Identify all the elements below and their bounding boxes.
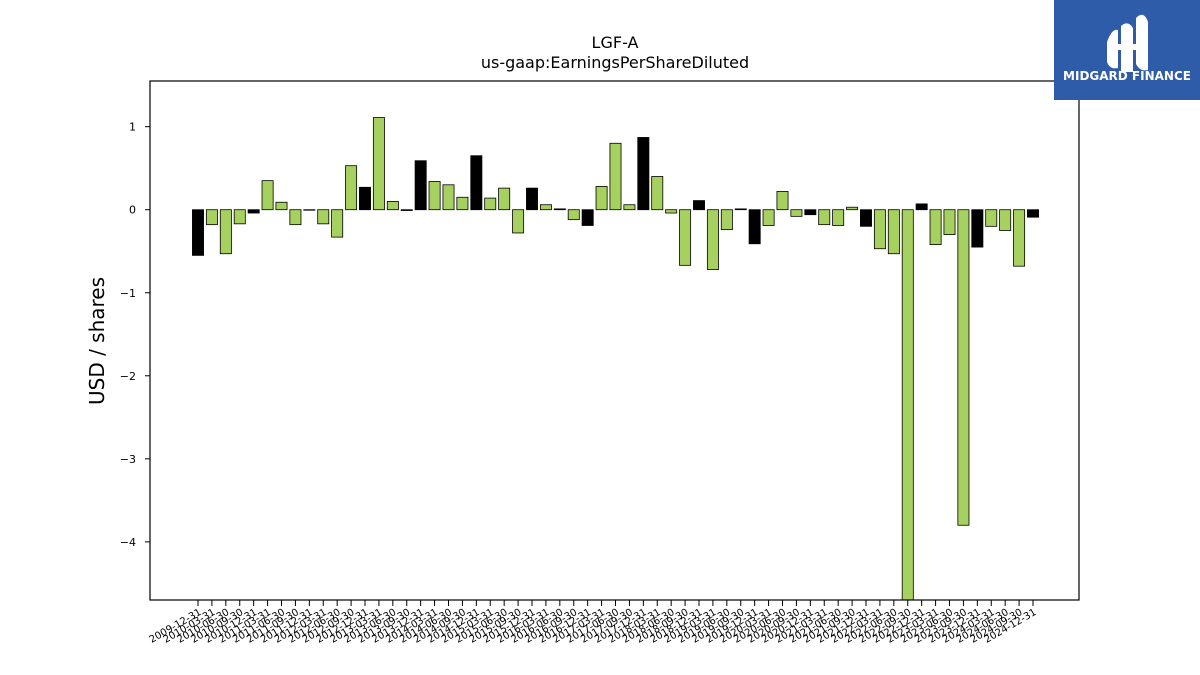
- bar: [999, 209, 1012, 231]
- bar: [317, 209, 330, 225]
- bar: [498, 187, 511, 211]
- chart-subtitle: us-gaap:EarningsPerShareDiluted: [481, 53, 749, 72]
- bar: [693, 200, 705, 211]
- logo: MIDGARD FINANCE: [1054, 0, 1200, 100]
- bar: [873, 209, 886, 250]
- bar: [651, 176, 664, 211]
- bar: [567, 209, 580, 221]
- bar: [790, 209, 803, 217]
- chart-title: LGF-A: [592, 33, 639, 52]
- bar: [860, 209, 872, 227]
- bar: [581, 209, 594, 226]
- bar: [901, 209, 914, 601]
- bar: [776, 191, 789, 211]
- logo-mark-icon: [1107, 14, 1148, 72]
- bar: [553, 208, 566, 211]
- bar: [359, 186, 371, 211]
- bar: [247, 209, 260, 214]
- bar: [957, 209, 970, 526]
- bar: [665, 209, 678, 214]
- bar: [637, 137, 650, 211]
- bar: [679, 209, 692, 266]
- bar: [832, 209, 845, 226]
- bar: [609, 142, 622, 211]
- bar: [720, 209, 733, 231]
- bar: [1013, 209, 1026, 267]
- bar: [484, 197, 497, 211]
- logo-text: MIDGARD FINANCE: [1063, 69, 1191, 83]
- bar: [706, 209, 719, 270]
- bar: [915, 203, 928, 211]
- y-tick-label: 0: [129, 204, 136, 217]
- bar: [289, 209, 302, 226]
- bar: [526, 187, 538, 211]
- bars-group: [192, 117, 1039, 601]
- bar: [1027, 209, 1039, 218]
- bar: [261, 180, 274, 211]
- bar: [595, 186, 608, 211]
- bar: [275, 201, 288, 211]
- y-tick-label: −4: [120, 536, 136, 549]
- bar: [400, 209, 413, 211]
- plot-frame: [149, 80, 1080, 601]
- bar: [734, 208, 747, 211]
- y-ticks: 1 0 −1 −2 −3 −4: [120, 121, 150, 549]
- y-tick-label: −2: [120, 370, 136, 383]
- bar: [818, 209, 831, 226]
- bar: [219, 209, 232, 255]
- bar: [303, 209, 316, 211]
- bar: [985, 209, 998, 227]
- bar: [372, 117, 385, 211]
- bar: [887, 209, 900, 255]
- bar: [929, 209, 942, 245]
- bar: [414, 160, 427, 211]
- bar: [192, 209, 204, 256]
- bar: [762, 209, 775, 226]
- x-ticks: 2009-12-312010-03-312010-06-302010-09-30…: [148, 600, 1039, 646]
- bar: [233, 209, 246, 225]
- y-tick-label: −3: [120, 453, 136, 466]
- bar: [345, 165, 358, 211]
- bar: [623, 204, 636, 211]
- bar: [456, 196, 469, 211]
- y-axis-label: USD / shares: [85, 277, 109, 405]
- bar: [971, 209, 984, 248]
- bar: [539, 204, 552, 211]
- y-tick-label: −1: [120, 287, 136, 300]
- bar: [748, 209, 761, 245]
- bar: [428, 181, 441, 211]
- bar: [943, 209, 956, 236]
- bar: [846, 206, 859, 211]
- bar: [512, 209, 525, 234]
- bar: [442, 184, 455, 211]
- bar: [331, 209, 344, 238]
- bar: [804, 209, 817, 216]
- bar: [386, 201, 399, 211]
- bar: [205, 209, 218, 226]
- y-tick-label: 1: [129, 121, 136, 134]
- bar: [470, 155, 483, 211]
